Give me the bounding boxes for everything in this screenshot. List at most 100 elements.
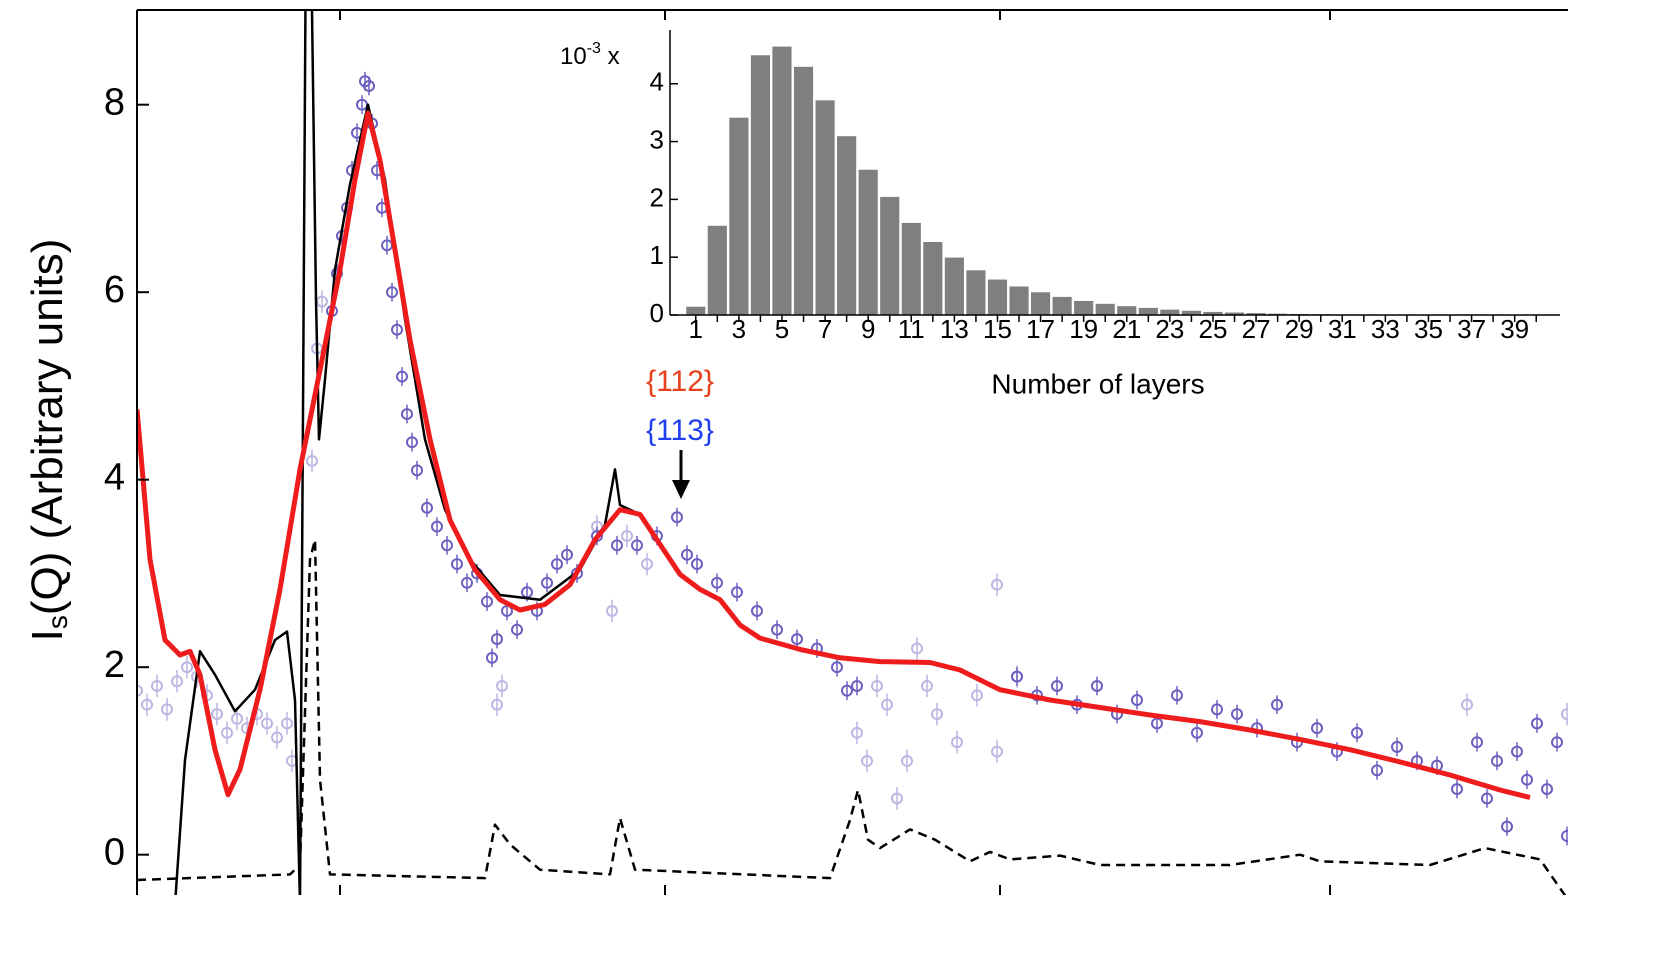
marker [881, 698, 893, 711]
bar [944, 256, 965, 316]
data-point [851, 721, 863, 745]
marker [1011, 670, 1023, 683]
marker [1551, 736, 1563, 749]
data-point [891, 787, 903, 810]
text-part: I [23, 629, 72, 641]
data-point [621, 524, 633, 548]
annotation: {112} [646, 365, 714, 398]
marker [461, 576, 473, 589]
data-point [771, 620, 783, 640]
data-point [1371, 760, 1383, 780]
marker [441, 539, 453, 552]
marker [181, 661, 193, 674]
marker [541, 576, 553, 589]
x-tick-label: 31 [1328, 314, 1357, 344]
data-point [791, 629, 803, 649]
x-tick-label: 27 [1242, 314, 1271, 344]
data-point [841, 681, 853, 700]
x-tick-label: 3 [732, 314, 746, 344]
marker [496, 679, 508, 692]
marker [481, 595, 493, 608]
marker [1541, 783, 1553, 796]
data-point [363, 76, 375, 96]
marker [841, 684, 853, 697]
data-point [611, 535, 623, 555]
marker [151, 679, 163, 692]
marker [1531, 717, 1543, 730]
data-point [1541, 779, 1553, 799]
inset-plot: 1 3 5 7 9 11 13 15 17 19 21 23 25 27 29 31 33 35 37 3901234… [560, 25, 1560, 399]
x-tick-label: 39 [1500, 314, 1529, 344]
data-point [681, 545, 693, 565]
x-tick-label: 1 [689, 314, 703, 344]
bar [922, 241, 944, 316]
data-point [1491, 751, 1503, 771]
marker [611, 539, 623, 552]
marker [431, 520, 443, 533]
data-point [1311, 718, 1323, 738]
bar [706, 224, 728, 316]
marker [281, 717, 293, 730]
marker [211, 708, 223, 721]
x-tick-label: 17 [1026, 314, 1055, 344]
marker [171, 675, 183, 688]
marker [221, 726, 233, 739]
marker [606, 604, 618, 617]
marker [261, 717, 273, 730]
y-multiplier: 10-3 x [560, 40, 620, 70]
y-tick-label: 0 [650, 298, 664, 328]
marker [491, 698, 503, 711]
marker [731, 586, 743, 599]
x-tick-label: 19 [1069, 314, 1098, 344]
marker [411, 464, 423, 477]
marker [631, 539, 643, 552]
data-point [431, 517, 443, 536]
marker [141, 698, 153, 711]
data-point [641, 552, 653, 576]
x-tick-label: 35 [1414, 314, 1443, 344]
data-point [1091, 676, 1103, 696]
marker [451, 558, 463, 571]
data-point [831, 657, 843, 677]
marker [491, 633, 503, 646]
bar [987, 278, 1008, 316]
marker [1371, 764, 1383, 777]
marker [1561, 829, 1568, 842]
data-point [441, 535, 453, 555]
marker [1391, 740, 1403, 753]
marker [771, 623, 783, 636]
marker [1481, 792, 1493, 805]
marker [851, 679, 863, 692]
data-point [231, 707, 243, 730]
marker [306, 454, 318, 467]
marker [911, 642, 923, 655]
data-point [391, 320, 403, 340]
marker [1311, 722, 1323, 735]
data-point [951, 730, 963, 754]
bar [1008, 285, 1030, 316]
data-point [691, 554, 703, 574]
data-point [711, 573, 723, 593]
bar [750, 54, 771, 316]
data-point [461, 573, 473, 593]
data-point [1011, 667, 1023, 686]
y-tick-label: 1 [650, 240, 664, 270]
arrow-head [672, 480, 690, 499]
bar [836, 135, 858, 316]
main-plot: 0 2 4 6 8 Is(Q) (Arbitrary units) {112} {113} [23, 9, 1568, 895]
data-point [671, 507, 683, 527]
marker [711, 576, 723, 589]
x-tick-label: 29 [1285, 314, 1314, 344]
marker [1211, 703, 1223, 716]
annotation: {113} [646, 414, 714, 447]
y-tick-label: 6 [104, 269, 125, 311]
text-part: (Q) (Arbitrary units) [23, 239, 72, 615]
data-point [1391, 737, 1403, 757]
marker [951, 736, 963, 749]
marker [851, 726, 863, 739]
data-point [221, 721, 233, 745]
marker [641, 558, 653, 571]
data-point [551, 554, 563, 574]
bar [1051, 296, 1073, 316]
